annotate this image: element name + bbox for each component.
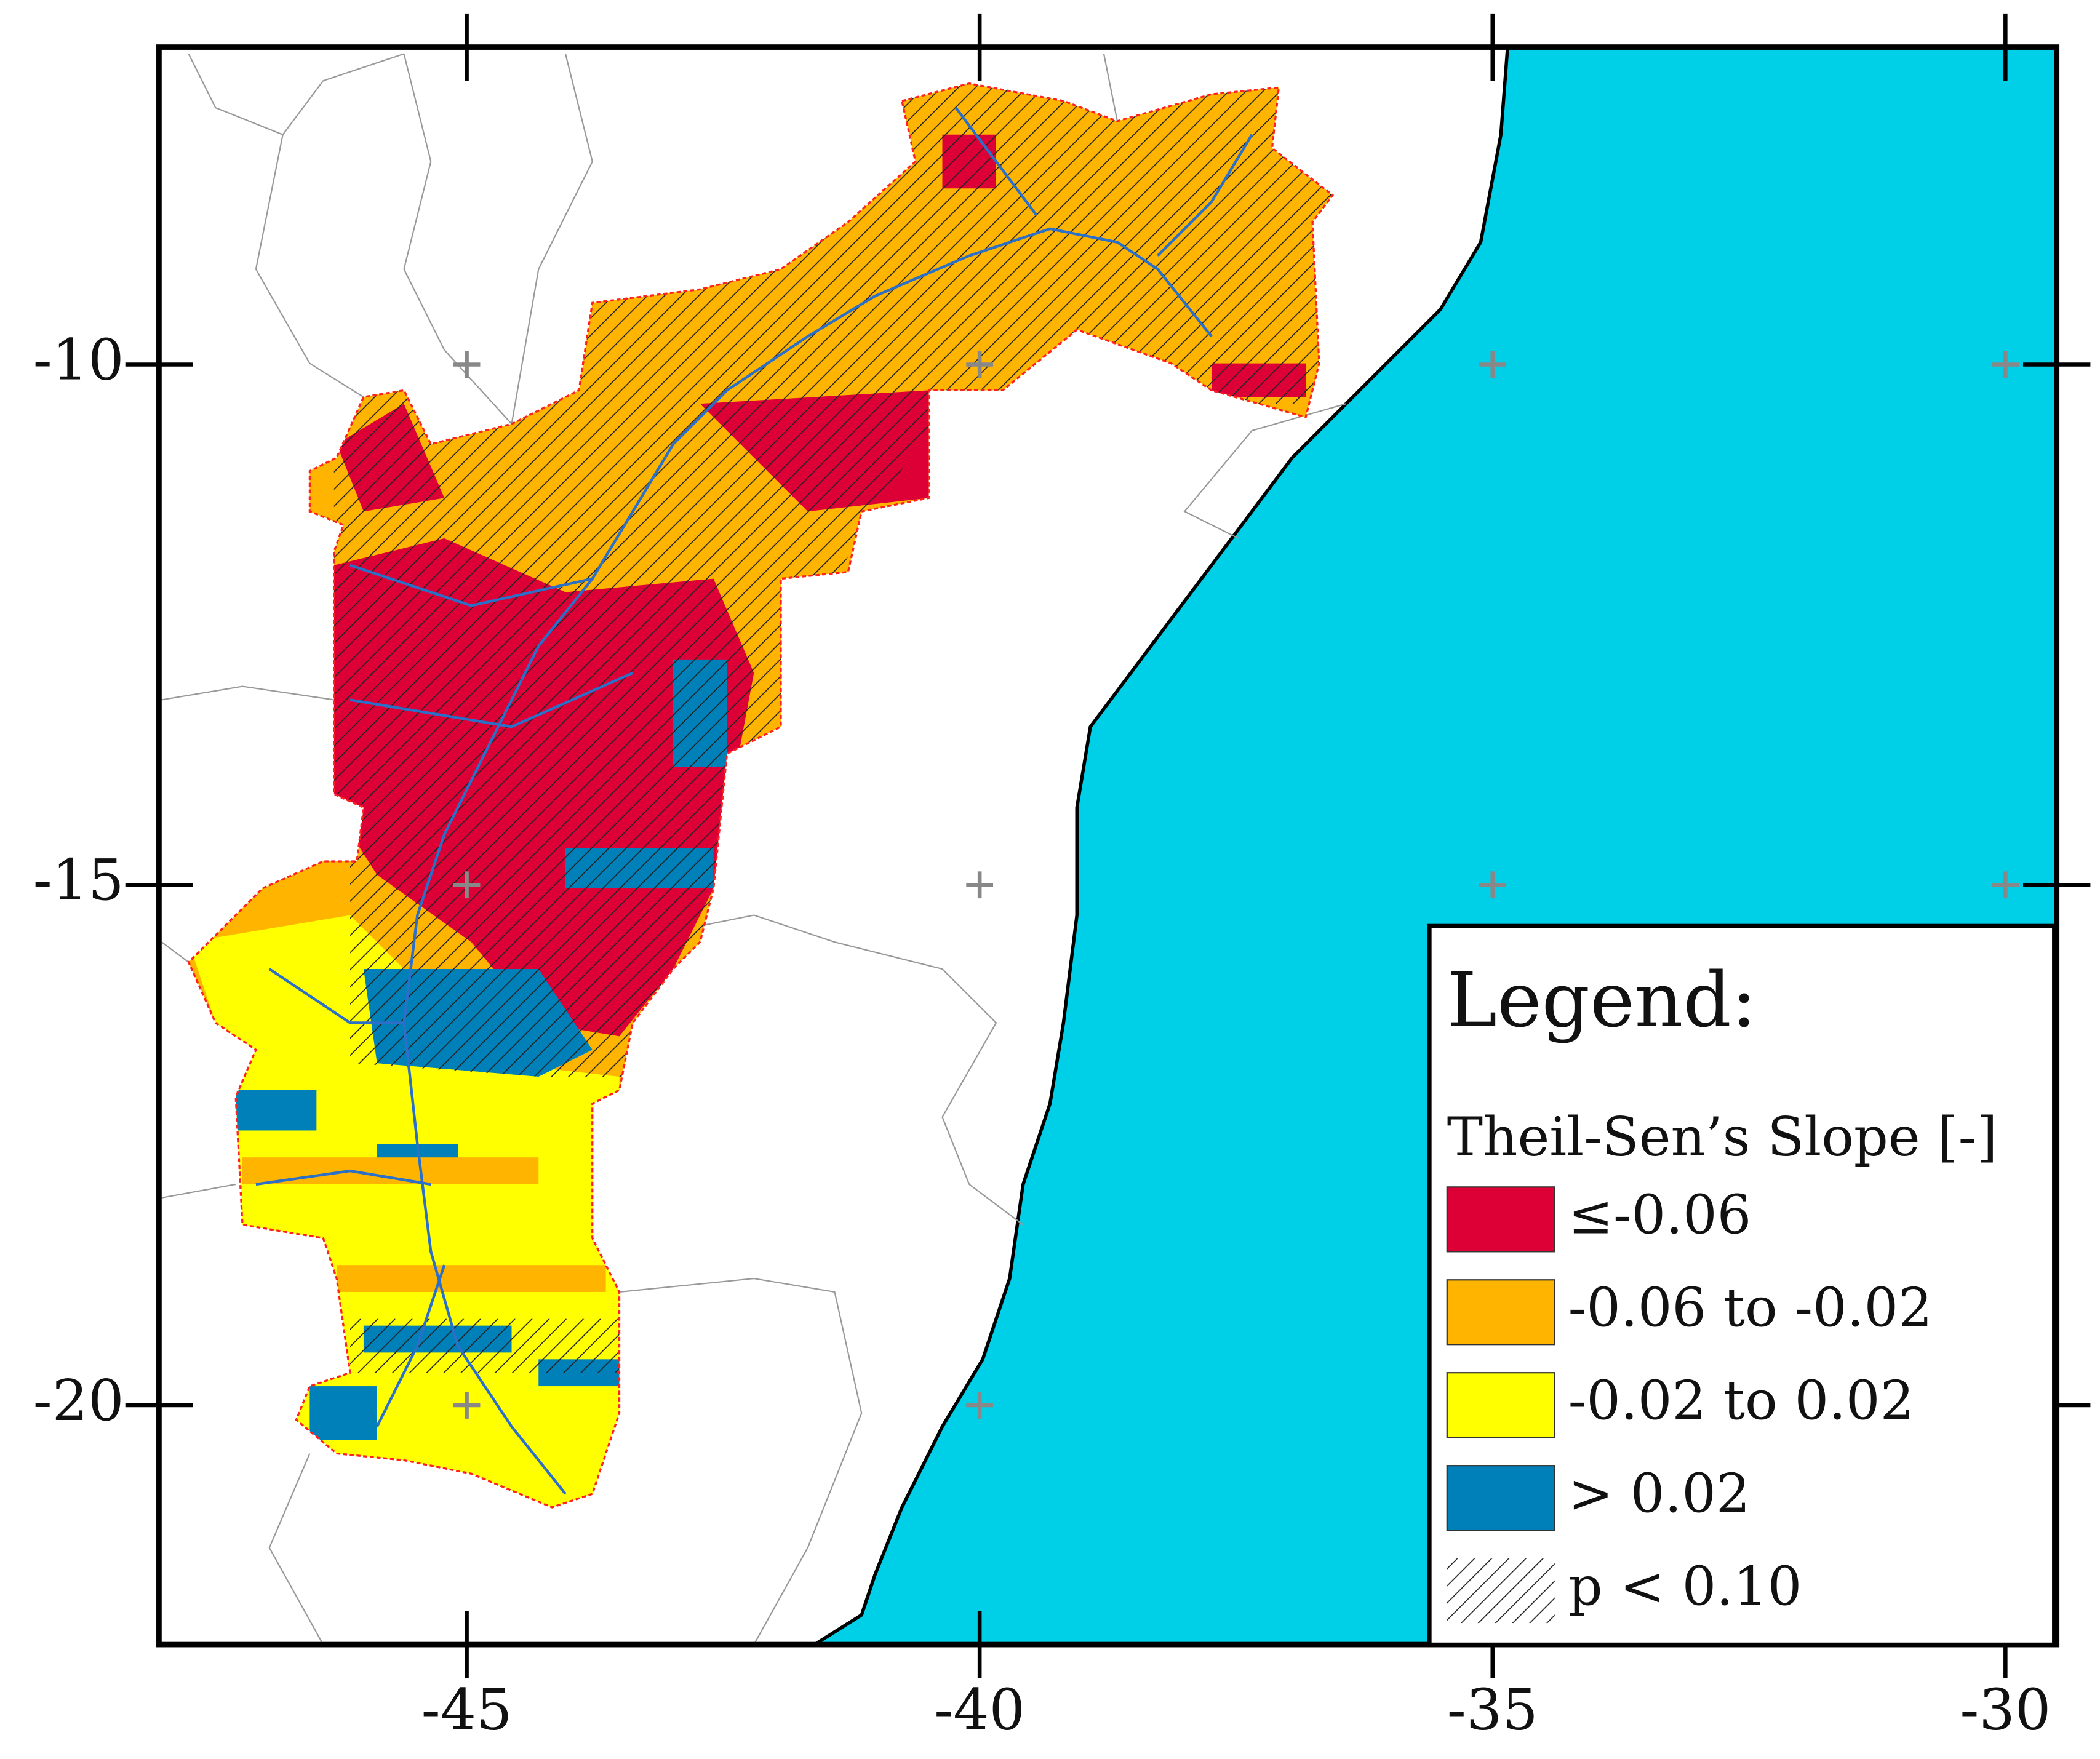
legend-title: Legend: [1447, 956, 1757, 1044]
legend-hatch-swatch [1447, 1558, 1555, 1624]
legend-hatch-label: p < 0.10 [1568, 1555, 1802, 1617]
x-tick-label: -35 [1447, 1677, 1538, 1743]
x-tick-label: -30 [1960, 1677, 2051, 1743]
grid-cross [453, 351, 481, 378]
legend-swatch [1446, 1279, 1555, 1346]
grid-cross [966, 871, 994, 899]
legend: Legend: Theil-Sen’s Slope [-] ≤-0.06 -0.0… [1427, 923, 2056, 1647]
legend-items: ≤-0.06 -0.06 to -0.02 -0.02 to 0.02 > 0.02 [1446, 1184, 1933, 1531]
legend-swatch [1446, 1372, 1555, 1438]
grid-cross [453, 871, 481, 899]
y-tick-label: -10 [33, 327, 124, 393]
legend-swatch [1446, 1186, 1555, 1253]
x-tick-label: -40 [934, 1677, 1025, 1743]
grid-cross [453, 1392, 481, 1419]
legend-label: -0.02 to 0.02 [1568, 1369, 1915, 1432]
grid-cross [1992, 871, 2019, 899]
y-tick-label: -20 [33, 1368, 124, 1434]
frame [156, 44, 2060, 1648]
x-tick-label: -45 [421, 1677, 513, 1743]
legend-label: -0.06 to -0.02 [1568, 1277, 1933, 1339]
grid-cross [966, 351, 994, 378]
y-tick-label: -15 [33, 847, 124, 913]
legend-label: > 0.02 [1568, 1462, 1751, 1525]
grid-cross [1992, 351, 2019, 378]
grid-cross [966, 1392, 994, 1419]
rivers [255, 106, 1253, 1495]
legend-label: ≤-0.06 [1568, 1184, 1752, 1246]
basin-outline [187, 82, 1335, 1509]
legend-swatch [1446, 1465, 1555, 1531]
grid-cross [1479, 351, 1506, 378]
grid-cross [1479, 871, 1506, 899]
legend-subtitle: Theil-Sen’s Slope [-] [1447, 1106, 1998, 1168]
axes: -45 -40 -35 -30 -10 -15 -20 [33, 13, 2091, 1743]
